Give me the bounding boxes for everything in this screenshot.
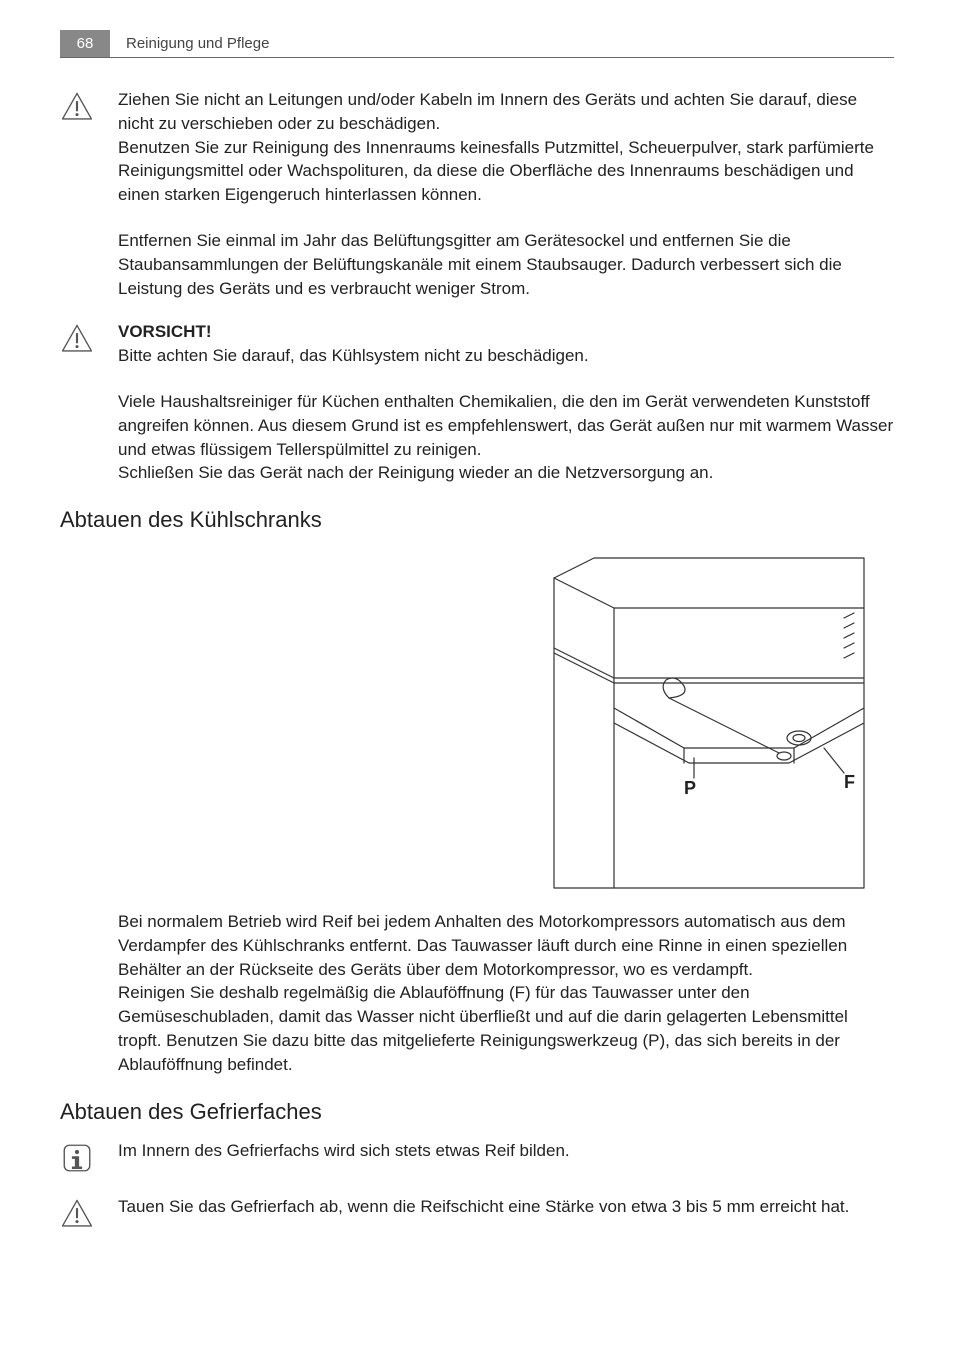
paragraph: Tauen Sie das Gefrierfach ab, wenn die R…: [118, 1195, 894, 1219]
info-block: Im Innern des Gefrierfachs wird sich ste…: [60, 1139, 894, 1175]
warning-icon: [60, 1197, 94, 1231]
header-title: Reinigung und Pflege: [110, 33, 269, 54]
caution-label: VORSICHT!: [118, 320, 894, 344]
paragraph: Entfernen Sie einmal im Jahr das Belüftu…: [118, 229, 894, 300]
diagram-label-f: F: [844, 772, 855, 792]
diagram-label-p: P: [684, 778, 696, 798]
icon-col: [60, 1139, 100, 1175]
page: 68 Reinigung und Pflege Ziehen Sie nicht…: [0, 0, 954, 1291]
text-col: Bei normalem Betrieb wird Reif bei jedem…: [118, 910, 894, 1077]
paragraph: Ziehen Sie nicht an Leitungen und/oder K…: [118, 88, 894, 136]
icon-col: [60, 1195, 100, 1231]
diagram-wrap: P F: [60, 548, 894, 898]
icon-col-empty: [60, 910, 100, 1077]
paragraph: Im Innern des Gefrierfachs wird sich ste…: [118, 1139, 894, 1163]
defrost-diagram: P F: [544, 548, 874, 898]
text-col: VORSICHT! Bitte achten Sie darauf, das K…: [118, 320, 894, 485]
info-icon: [60, 1141, 94, 1175]
warning-icon: [60, 90, 94, 124]
text-col: Ziehen Sie nicht an Leitungen und/oder K…: [118, 88, 894, 300]
section-heading-defrost-freezer: Abtauen des Gefrierfaches: [60, 1097, 894, 1128]
section1-text: Bei normalem Betrieb wird Reif bei jedem…: [60, 910, 894, 1077]
section-heading-defrost-fridge: Abtauen des Kühlschranks: [60, 505, 894, 536]
paragraph: Reinigen Sie deshalb regelmäßig die Abla…: [118, 981, 894, 1076]
paragraph: Bitte achten Sie darauf, das Kühlsystem …: [118, 344, 894, 368]
warning-block-1: Ziehen Sie nicht an Leitungen und/oder K…: [60, 88, 894, 300]
icon-col: [60, 88, 100, 300]
warning-block-2: VORSICHT! Bitte achten Sie darauf, das K…: [60, 320, 894, 485]
paragraph: Viele Haushaltsreiniger für Küchen entha…: [118, 390, 894, 461]
text-col: Im Innern des Gefrierfachs wird sich ste…: [118, 1139, 894, 1175]
icon-col: [60, 320, 100, 485]
page-number: 68: [60, 30, 110, 57]
paragraph: Schließen Sie das Gerät nach der Reinigu…: [118, 461, 894, 485]
warning-icon: [60, 322, 94, 356]
paragraph: Benutzen Sie zur Reinigung des Innenraum…: [118, 136, 894, 207]
header-bar: 68 Reinigung und Pflege: [60, 30, 894, 58]
warning-block-3: Tauen Sie das Gefrierfach ab, wenn die R…: [60, 1195, 894, 1231]
paragraph: Bei normalem Betrieb wird Reif bei jedem…: [118, 910, 894, 981]
text-col: Tauen Sie das Gefrierfach ab, wenn die R…: [118, 1195, 894, 1231]
